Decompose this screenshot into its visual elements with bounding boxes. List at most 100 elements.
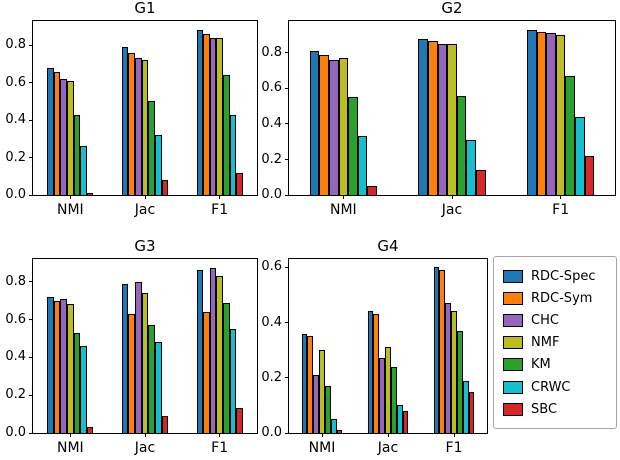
y-tick-label: 0.8 <box>5 37 26 53</box>
x-tick-label: Jac <box>377 440 399 456</box>
bar-rdc-spec-nmi <box>309 51 320 195</box>
bar-rdc-sym-nmi <box>53 71 61 195</box>
bar-crwc-nmi <box>80 346 87 433</box>
bar-sbc-jac <box>161 415 169 433</box>
x-tick-label: NMI <box>56 440 84 456</box>
y-tick-label: 0.8 <box>261 44 282 60</box>
y-tick-mark <box>285 159 289 160</box>
legend-item: CRWC <box>503 376 607 398</box>
bar-km-nmi <box>73 332 81 433</box>
bar-chc-nmi <box>328 60 339 195</box>
bar-sbc-jac <box>476 170 486 195</box>
bar-nmf-f1 <box>216 37 223 195</box>
bar-crwc-f1 <box>229 114 237 195</box>
bar-rdc-sym-nmi <box>319 54 329 195</box>
y-tick-label: 0.6 <box>5 74 26 90</box>
y-tick-label: 0.0 <box>261 187 282 202</box>
x-tick-mark <box>321 433 323 437</box>
y-tick-mark <box>285 322 289 324</box>
subplot-g4: G4 0.0 0.2 0.4 0.6 NMI Jac F1 <box>261 237 488 456</box>
bar-crwc-nmi <box>357 136 368 195</box>
y-tick-mark <box>29 281 33 283</box>
bar-sbc-nmi <box>336 430 343 433</box>
x-tick-mark <box>144 195 146 199</box>
legend-item: NMF <box>503 332 607 354</box>
y-tick-label: 0.0 <box>5 425 26 440</box>
bar-chc-f1 <box>445 303 452 433</box>
bar-rdc-spec-nmi <box>301 333 308 433</box>
bar-km-jac <box>148 101 155 195</box>
bar-chc-f1 <box>546 33 556 195</box>
bar-km-f1 <box>222 75 230 195</box>
y-tick-mark <box>285 377 289 379</box>
subplot-g1: G1 0.0 0.2 0.4 0.6 0.8 NMI Jac F1 <box>5 0 258 218</box>
bar-chc-jac <box>135 58 142 195</box>
x-tick-label: NMI <box>56 202 84 218</box>
bar-crwc-nmi <box>80 146 87 195</box>
bar-km-nmi <box>324 386 331 433</box>
x-tick-label: Jac <box>134 202 156 218</box>
bar-rdc-spec-f1 <box>196 30 204 195</box>
bar-rdc-sym-jac <box>427 40 438 195</box>
bar-rdc-sym-f1 <box>203 311 210 433</box>
bar-crwc-jac <box>466 139 477 195</box>
x-tick-mark <box>387 433 389 437</box>
x-tick-mark <box>560 195 562 199</box>
x-tick-mark <box>144 433 146 437</box>
bar-crwc-jac <box>154 135 162 195</box>
y-tick-label: 0.4 <box>5 349 26 365</box>
bar-rdc-spec-f1 <box>433 267 440 433</box>
bar-nmf-nmi <box>319 350 325 433</box>
subplot-title: G4 <box>377 237 399 255</box>
bar-rdc-spec-jac <box>121 47 129 195</box>
x-tick-label: NMI <box>329 202 357 218</box>
bar-nmf-jac <box>141 60 149 195</box>
bar-rdc-spec-nmi <box>47 296 54 433</box>
bar-rdc-sym-jac <box>128 313 136 433</box>
bar-chc-nmi <box>313 375 320 433</box>
y-tick-mark <box>29 157 33 159</box>
y-tick-label: 0.6 <box>261 259 282 275</box>
bar-km-f1 <box>565 76 576 195</box>
x-tick-label: NMI <box>308 440 336 456</box>
y-tick-mark <box>29 119 33 121</box>
bar-nmf-nmi <box>67 304 74 433</box>
bar-chc-f1 <box>209 268 217 433</box>
y-tick-label: 0.8 <box>5 273 26 289</box>
bar-chc-nmi <box>60 79 68 195</box>
y-tick-mark <box>285 432 289 434</box>
y-tick-mark <box>29 432 33 434</box>
bar-crwc-f1 <box>575 116 585 195</box>
bar-sbc-jac <box>161 180 169 195</box>
legend-item: SBC <box>503 398 607 420</box>
legend-item: KM <box>503 354 607 376</box>
bar-rdc-spec-f1 <box>196 270 204 433</box>
legend-label: CRWC <box>531 379 571 395</box>
x-tick-label: F1 <box>211 440 229 456</box>
y-tick-mark <box>29 319 33 321</box>
legend-label: RDC-Sym <box>531 290 593 306</box>
legend-item: CHC <box>503 309 607 331</box>
legend-swatch <box>503 358 523 372</box>
subplot-title: G3 <box>134 237 156 255</box>
y-tick-label: 0.2 <box>5 387 26 403</box>
bar-chc-f1 <box>209 37 217 195</box>
y-tick-label: 0.6 <box>261 80 282 96</box>
bar-rdc-sym-nmi <box>53 300 61 433</box>
bar-chc-jac <box>379 358 386 433</box>
y-tick-mark <box>285 123 289 125</box>
legend-swatch <box>503 402 523 416</box>
bar-km-nmi <box>73 114 81 195</box>
bar-nmf-f1 <box>451 311 457 433</box>
bar-sbc-f1 <box>584 155 595 195</box>
y-tick-mark <box>285 87 289 89</box>
bar-sbc-nmi <box>86 193 94 195</box>
legend: RDC-Spec RDC-Sym CHC NMF KM CRWC SBC <box>493 256 617 430</box>
bar-sbc-nmi <box>86 427 94 433</box>
bar-crwc-f1 <box>229 328 237 433</box>
bar-chc-jac <box>437 44 448 195</box>
legend-swatch <box>503 313 523 327</box>
y-tick-mark <box>285 52 289 54</box>
legend-swatch <box>503 291 523 305</box>
subplot-title: G1 <box>134 0 156 17</box>
